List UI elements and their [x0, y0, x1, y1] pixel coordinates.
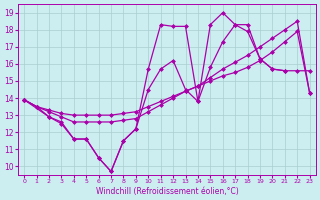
X-axis label: Windchill (Refroidissement éolien,°C): Windchill (Refroidissement éolien,°C) — [96, 187, 238, 196]
